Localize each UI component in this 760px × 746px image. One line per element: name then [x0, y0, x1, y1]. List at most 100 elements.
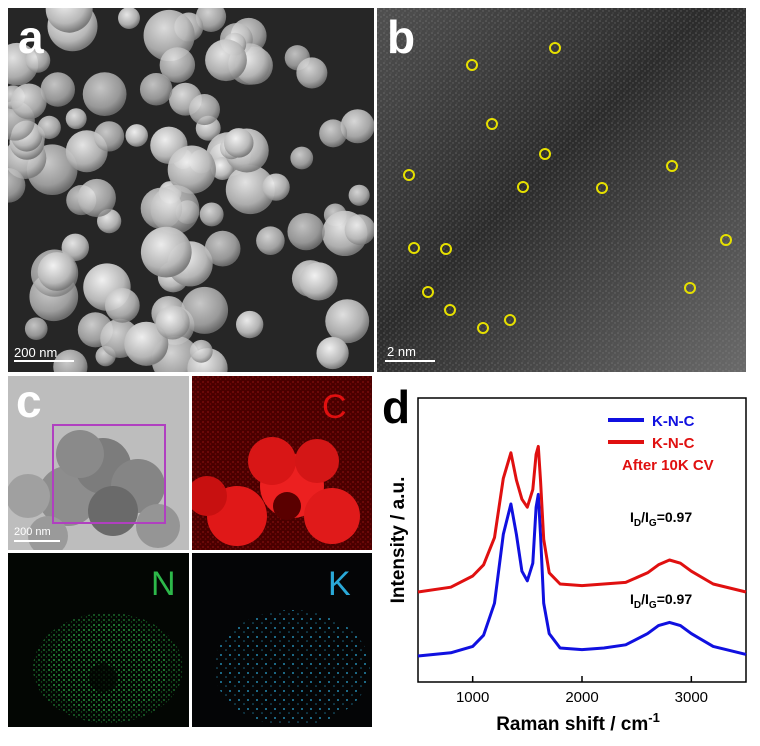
- sem-particle: [65, 108, 87, 130]
- panel-d-raman-chart: d 1000 2000 3000 Raman shift / cm-1 Intensit…: [376, 376, 756, 742]
- map-label-c: C: [322, 388, 347, 426]
- id-ig-ratio-label: ID/IG=0.97: [630, 591, 692, 611]
- panel-c-potassium-map: K: [192, 553, 372, 727]
- sem-particle: [93, 121, 125, 152]
- sem-particle: [104, 288, 140, 323]
- sem-particle: [290, 146, 314, 170]
- map-label-n: N: [151, 565, 176, 603]
- panel-letter-b: b: [387, 11, 416, 63]
- sem-particle: [344, 214, 374, 246]
- selection-box: [52, 424, 166, 524]
- atom-marker: [539, 148, 551, 160]
- atom-marker: [444, 304, 456, 316]
- sem-particle: [296, 57, 328, 89]
- sem-particle: [139, 73, 173, 106]
- sem-particle: [159, 47, 196, 83]
- sem-particle: [155, 305, 190, 340]
- panel-letter-a: a: [18, 11, 44, 63]
- sem-particle: [256, 226, 285, 255]
- sem-particle: [118, 8, 140, 29]
- sem-particle: [325, 299, 370, 344]
- sem-particle: [188, 94, 221, 126]
- sem-particle: [124, 321, 169, 366]
- atom-marker: [403, 169, 415, 181]
- panel-c-carbon-map: C: [192, 376, 372, 550]
- sem-particle: [77, 178, 116, 218]
- sem-particle: [262, 173, 290, 201]
- scale-label-b: 2 nm: [387, 344, 416, 359]
- sem-particle: [340, 109, 374, 144]
- sem-particle: [181, 286, 229, 334]
- sem-particle: [45, 8, 93, 33]
- nitrogen-map-image: [8, 553, 189, 727]
- atom-marker: [440, 243, 452, 255]
- sem-particle: [210, 157, 234, 180]
- panel-c-tem-image: c 200 nm: [8, 376, 189, 550]
- map-label-k: K: [328, 565, 351, 603]
- carbon-map-image: [192, 376, 372, 550]
- atom-marker: [666, 160, 678, 172]
- atom-marker: [466, 59, 478, 71]
- potassium-map-image: [192, 553, 372, 727]
- atom-marker: [720, 234, 732, 246]
- x-tick-label: 3000: [675, 689, 708, 706]
- atom-marker: [422, 286, 434, 298]
- sem-particle: [125, 124, 148, 147]
- sem-particle: [223, 128, 254, 158]
- sem-particle: [37, 115, 61, 140]
- sem-particle: [25, 48, 51, 73]
- atom-marker: [517, 181, 529, 193]
- sem-particle: [195, 8, 227, 32]
- sem-particle: [40, 72, 75, 107]
- sem-particles: [8, 8, 374, 372]
- sem-particle: [236, 310, 264, 339]
- sem-particle: [287, 212, 325, 251]
- sem-particle: [205, 39, 247, 82]
- legend-label: K-N-C: [652, 413, 695, 430]
- panel-b-haadf-image: b 2 nm: [377, 8, 746, 372]
- scale-label-c: 200 nm: [14, 526, 51, 538]
- x-tick-label: 1000: [456, 689, 489, 706]
- id-ig-ratio-label: ID/IG=0.97: [630, 509, 692, 529]
- raman-chart-svg: 1000 2000 3000 Raman shift / cm-1 Intensity …: [388, 397, 747, 735]
- sem-particle: [189, 339, 213, 363]
- panel-letter-d: d: [382, 381, 411, 433]
- atom-marker: [486, 118, 498, 130]
- y-axis-label: Intensity / a.u.: [388, 477, 409, 604]
- scale-bar-c: [14, 540, 60, 542]
- series-line-1: [417, 444, 747, 594]
- sem-particle: [37, 252, 77, 291]
- sem-particle: [316, 336, 349, 370]
- plot-frame: [417, 397, 747, 683]
- haadf-texture: [377, 8, 746, 372]
- tem-particles: [8, 376, 189, 550]
- sem-particle: [348, 184, 370, 206]
- scale-label-a: 200 nm: [14, 345, 58, 360]
- legend-sublabel: After 10K CV: [622, 457, 714, 474]
- panel-a-sem-image: a 200 nm: [8, 8, 374, 372]
- atom-marker: [504, 314, 516, 326]
- atom-marker: [684, 282, 696, 294]
- atom-marker: [596, 182, 608, 194]
- atom-marker: [408, 242, 420, 254]
- scale-bar-b: [385, 360, 435, 362]
- atom-marker: [477, 322, 489, 334]
- sem-particle: [150, 185, 200, 234]
- sem-particle: [140, 226, 192, 278]
- sem-particle: [82, 72, 127, 117]
- x-axis-label: Raman shift / cm-1: [496, 710, 660, 735]
- sem-particle: [10, 83, 47, 120]
- sem-particle: [8, 168, 26, 203]
- panel-letter-c: c: [16, 376, 42, 427]
- scale-bar-a: [14, 360, 74, 362]
- x-tick-label: 2000: [565, 689, 598, 706]
- sem-particle: [199, 202, 224, 227]
- series-line-0: [417, 492, 747, 658]
- sem-particle: [24, 317, 48, 341]
- sem-particle: [167, 145, 216, 194]
- sem-particle: [299, 262, 338, 301]
- sem-particle: [204, 230, 241, 267]
- sem-particle: [225, 165, 275, 215]
- atom-marker: [549, 42, 561, 54]
- sem-particle: [319, 119, 348, 148]
